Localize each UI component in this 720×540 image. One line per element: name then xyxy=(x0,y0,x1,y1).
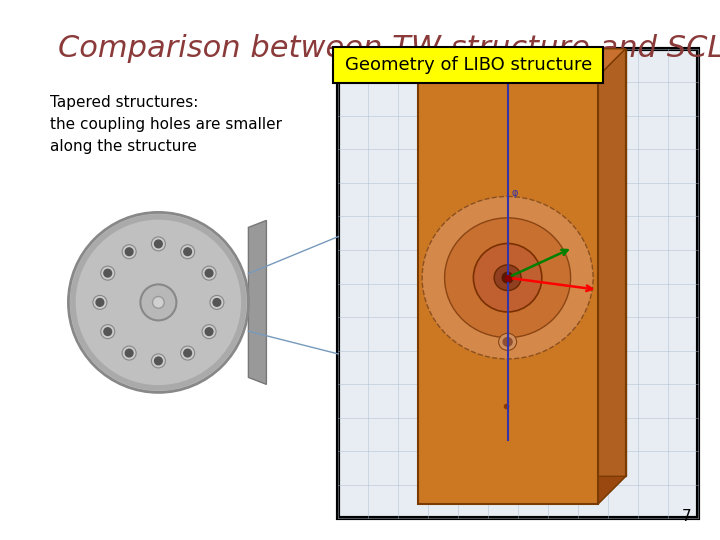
Ellipse shape xyxy=(93,295,107,309)
Ellipse shape xyxy=(181,346,194,360)
Ellipse shape xyxy=(202,325,216,339)
Ellipse shape xyxy=(205,328,213,335)
Text: φ: φ xyxy=(512,188,518,199)
Ellipse shape xyxy=(122,245,136,259)
Ellipse shape xyxy=(213,299,221,306)
Ellipse shape xyxy=(444,218,570,338)
Ellipse shape xyxy=(96,299,104,306)
Ellipse shape xyxy=(153,296,164,308)
Ellipse shape xyxy=(181,245,194,259)
Ellipse shape xyxy=(140,285,176,320)
Ellipse shape xyxy=(502,272,513,283)
Ellipse shape xyxy=(184,349,192,357)
Ellipse shape xyxy=(125,248,133,255)
Ellipse shape xyxy=(503,338,512,346)
Text: Geometry of LIBO structure: Geometry of LIBO structure xyxy=(345,56,592,73)
Ellipse shape xyxy=(155,357,162,364)
Polygon shape xyxy=(446,49,626,476)
Ellipse shape xyxy=(473,244,541,312)
Ellipse shape xyxy=(210,295,224,309)
Polygon shape xyxy=(418,476,626,504)
Ellipse shape xyxy=(104,328,112,335)
Ellipse shape xyxy=(125,349,133,357)
Ellipse shape xyxy=(151,354,166,368)
Ellipse shape xyxy=(422,197,593,359)
Polygon shape xyxy=(248,220,266,384)
Text: Comparison between TW structure and SCL: Comparison between TW structure and SCL xyxy=(58,34,720,63)
Ellipse shape xyxy=(68,212,248,393)
Text: 7: 7 xyxy=(682,509,691,524)
Bar xyxy=(338,49,698,518)
Bar xyxy=(333,46,603,83)
Ellipse shape xyxy=(104,269,112,277)
Ellipse shape xyxy=(205,269,213,277)
Ellipse shape xyxy=(498,333,516,350)
Bar xyxy=(418,77,598,504)
Ellipse shape xyxy=(202,266,216,280)
Ellipse shape xyxy=(184,248,192,255)
Ellipse shape xyxy=(101,266,114,280)
Ellipse shape xyxy=(101,325,114,339)
Text: Tapered structures:
the coupling holes are smaller
along the structure: Tapered structures: the coupling holes a… xyxy=(50,94,282,154)
Ellipse shape xyxy=(151,237,166,251)
Ellipse shape xyxy=(155,240,162,248)
Polygon shape xyxy=(418,49,626,77)
Ellipse shape xyxy=(494,265,521,291)
Ellipse shape xyxy=(122,346,136,360)
Polygon shape xyxy=(598,49,626,504)
